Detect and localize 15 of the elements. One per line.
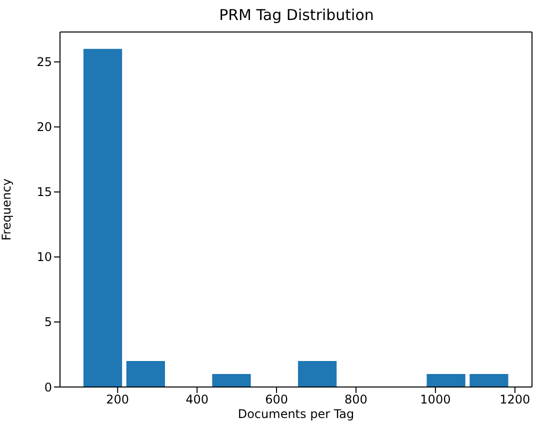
- y-tick-label: 10: [36, 250, 52, 264]
- x-tick-label: 200: [106, 392, 130, 407]
- y-tick-label: 20: [36, 120, 52, 134]
- y-tick-label: 25: [36, 55, 52, 70]
- y-tick-label: 0: [44, 380, 52, 394]
- x-tick-label: 1200: [500, 392, 530, 407]
- x-tick-label: 400: [186, 392, 209, 407]
- y-tick-label: 15: [36, 185, 52, 200]
- x-tick-label: 600: [265, 392, 288, 407]
- x-axis-title: Documents per Tag: [238, 407, 354, 421]
- x-tick-label: 800: [344, 392, 368, 407]
- x-tick-label: 1000: [420, 392, 451, 407]
- y-tick-label: 5: [44, 315, 52, 330]
- chart-title: PRM Tag Distribution: [218, 6, 375, 24]
- y-axis-title: Frequency: [0, 178, 14, 240]
